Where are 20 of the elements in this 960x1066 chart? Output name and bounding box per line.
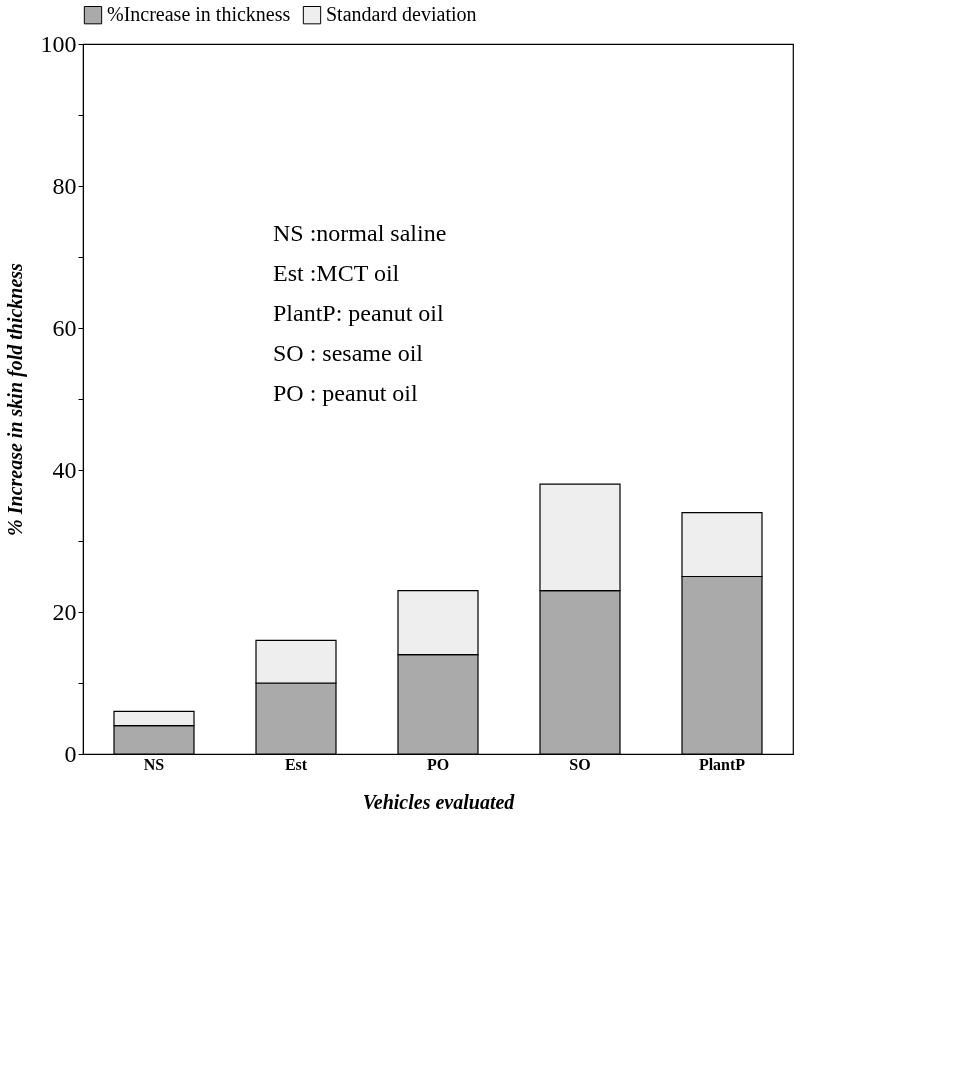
annotation: NS :normal saline: [273, 220, 447, 246]
x-tick-label: NS: [143, 755, 165, 773]
annotation: PlantP: peanut oil: [273, 300, 444, 326]
x-tick-label: PlantP: [698, 755, 746, 773]
legend-label: Standard deviation: [326, 3, 477, 26]
x-tick-label: PO: [426, 755, 450, 773]
y-tick-label: 60: [52, 314, 77, 341]
y-tick-label: 20: [52, 598, 77, 625]
y-tick-label: 80: [52, 172, 77, 199]
y-tick-label: 0: [64, 740, 77, 767]
annotation: PO : peanut oil: [273, 380, 418, 406]
x-tick-label: SO: [569, 755, 591, 773]
y-axis-title: % Increase in skin fold thickness: [3, 262, 27, 536]
y-tick-label: 100: [40, 30, 77, 57]
annotation: Est :MCT oil: [273, 260, 400, 286]
y-tick-label: 40: [52, 456, 77, 483]
x-axis-title: Vehicles evaluated: [362, 790, 516, 813]
x-tick-label: Est: [284, 755, 308, 773]
annotation: SO : sesame oil: [273, 340, 424, 366]
legend-label: %Increase in thickness: [107, 3, 291, 26]
